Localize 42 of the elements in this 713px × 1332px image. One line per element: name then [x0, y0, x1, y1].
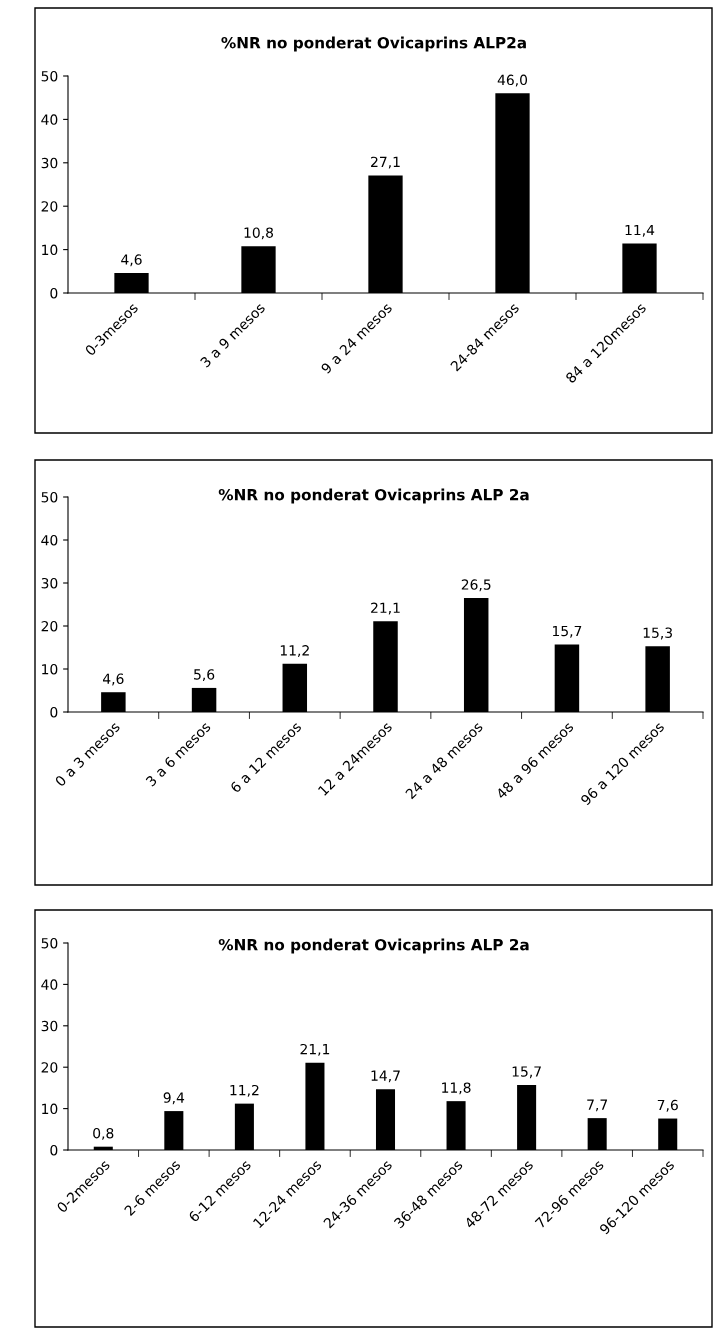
data-label: 27,1 [371, 156, 400, 169]
y-tick-label: 40 [41, 114, 58, 125]
data-label: 21,1 [371, 602, 400, 615]
y-tick-label: 0 [50, 706, 58, 718]
chart-title: %NR no ponderat Ovicaprins ALP2a [221, 36, 526, 52]
y-tick-label: 0 [50, 287, 58, 299]
y-tick-label: 50 [41, 937, 58, 949]
data-label: 5,6 [194, 669, 215, 682]
data-label: 46,0 [497, 74, 528, 87]
data-label: 15,3 [643, 627, 672, 640]
data-label: 11,8 [442, 1082, 471, 1095]
data-label: 7,6 [657, 1099, 678, 1112]
data-label: 0,8 [93, 1127, 114, 1140]
data-label: 4,6 [102, 673, 124, 686]
y-tick-label: 20 [41, 201, 58, 212]
data-label: 7,7 [587, 1099, 608, 1112]
data-label: 4,6 [121, 254, 142, 267]
y-tick-label: 30 [41, 577, 58, 589]
data-label: 15,7 [512, 1066, 541, 1079]
data-label: 14,7 [371, 1070, 400, 1083]
chart-title: %NR no ponderat Ovicaprins ALP 2a [218, 488, 529, 504]
data-label: 10,8 [244, 227, 274, 240]
y-tick-label: 30 [41, 157, 58, 169]
data-label: 11,2 [280, 645, 309, 658]
y-tick-label: 10 [42, 663, 58, 675]
y-tick-label: 10 [42, 1103, 58, 1115]
y-tick-label: 20 [41, 620, 58, 632]
data-label: 21,1 [300, 1043, 330, 1056]
data-label: 11,4 [625, 224, 655, 237]
y-tick-label: 10 [42, 244, 58, 256]
y-tick-label: 40 [41, 534, 58, 546]
data-label: 11,2 [230, 1084, 259, 1097]
y-tick-label: 40 [41, 979, 58, 990]
data-label: 26,5 [461, 579, 491, 592]
y-tick-label: 50 [41, 70, 58, 82]
y-tick-label: 0 [50, 1144, 58, 1156]
y-tick-label: 30 [41, 1020, 58, 1032]
chart-title: %NR no ponderat Ovicaprins ALP 2a [218, 938, 529, 954]
y-tick-label: 50 [41, 491, 58, 503]
y-tick-label: 20 [41, 1062, 58, 1073]
data-label: 9,4 [163, 1092, 185, 1105]
data-label: 15,7 [552, 625, 582, 638]
